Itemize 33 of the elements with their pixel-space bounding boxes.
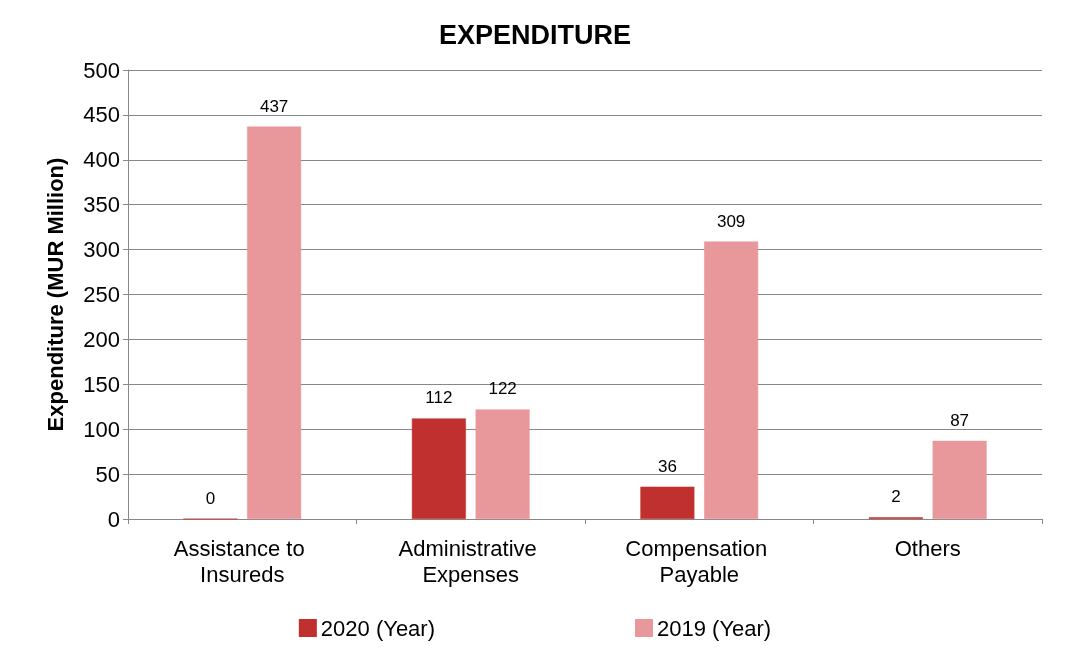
legend-label: 2020 (Year) (320, 615, 436, 641)
y-axis-title: Expenditure (MUR Million) (42, 157, 68, 432)
y-tick-label: 300 (83, 237, 120, 263)
x-tick-label: Assistance to Insureds (173, 535, 311, 587)
x-tick-label: Others (894, 535, 961, 561)
legend-label: 2019 (Year) (657, 615, 772, 641)
chart-title: EXPENDITURE (438, 19, 632, 50)
data-label: 309 (716, 211, 746, 231)
x-tick-label: Administrative Expenses (398, 535, 543, 587)
bar (640, 486, 695, 519)
y-tick-label: 200 (83, 326, 120, 352)
data-label: 437 (259, 96, 289, 116)
y-tick-label: 100 (83, 416, 120, 442)
bar (932, 440, 987, 519)
bar (411, 418, 466, 519)
data-label: 0 (205, 488, 216, 508)
y-tick-label: 0 (107, 506, 120, 532)
y-tick-label: 150 (83, 371, 120, 397)
bar (475, 409, 530, 519)
bar (247, 126, 302, 519)
y-tick-label: 50 (95, 461, 120, 487)
y-tick-label: 250 (83, 282, 120, 307)
bar (704, 241, 759, 519)
x-tick-label: Compensation Payable (625, 535, 774, 587)
y-tick-label: 350 (83, 192, 120, 218)
y-tick-label: 400 (83, 147, 120, 173)
data-label: 2 (891, 487, 901, 507)
data-label: 112 (425, 388, 453, 408)
data-label: 36 (657, 456, 677, 476)
y-tick-label: 450 (83, 102, 120, 128)
y-tick-label: 500 (83, 57, 120, 83)
data-label: 122 (488, 379, 517, 399)
data-label: 87 (950, 410, 970, 430)
